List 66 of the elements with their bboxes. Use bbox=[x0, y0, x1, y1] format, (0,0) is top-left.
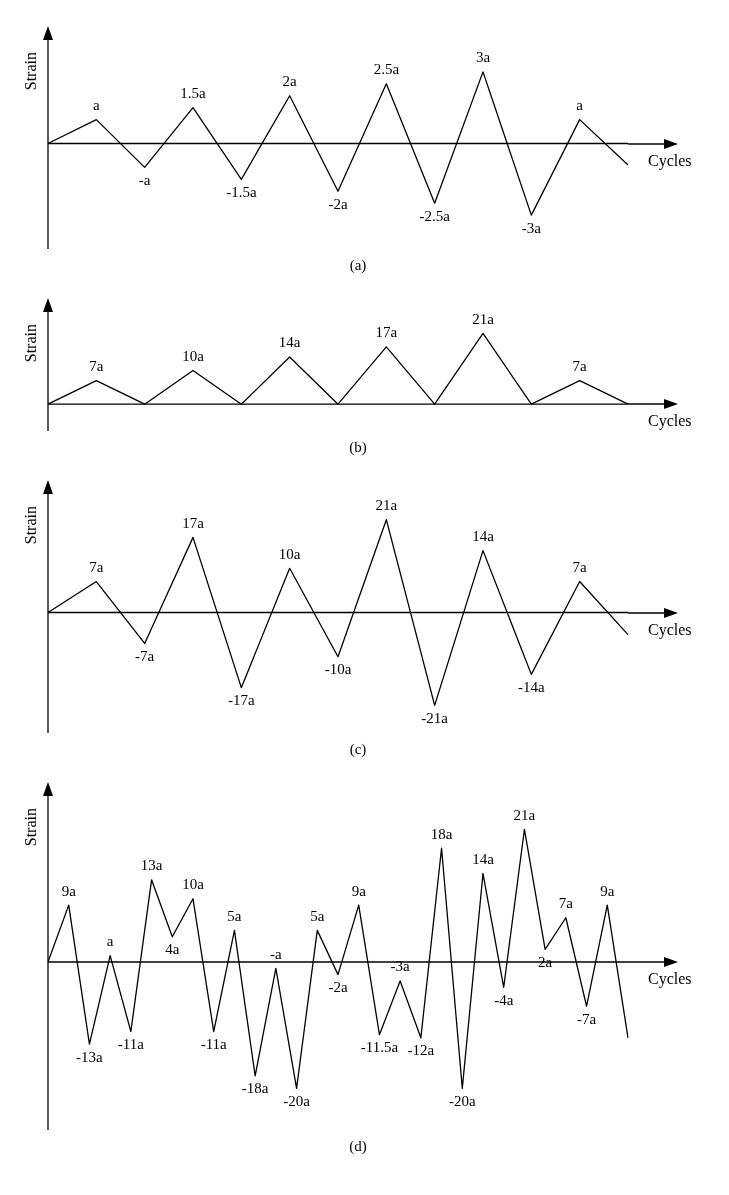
data-label: -17a bbox=[228, 692, 255, 709]
text: (a) bbox=[348, 257, 368, 274]
data-label: 4a bbox=[165, 941, 180, 958]
data-label: 10a bbox=[278, 545, 301, 562]
data-label: 14a bbox=[472, 528, 495, 545]
data-label: -20a bbox=[283, 1092, 311, 1109]
data-label: -1.5a bbox=[226, 183, 257, 200]
data-label: 7a bbox=[572, 559, 588, 575]
data-label: -12a bbox=[407, 1042, 435, 1059]
data-label: 21a bbox=[375, 497, 398, 514]
data-label: -11a bbox=[117, 1035, 145, 1052]
data-label: a bbox=[106, 933, 114, 950]
data-label: 14a bbox=[472, 850, 495, 867]
data-label: 10a bbox=[182, 876, 205, 893]
text: (c) bbox=[348, 741, 368, 758]
data-label: -4a bbox=[494, 991, 514, 1008]
x-axis-title: Cycles bbox=[648, 151, 692, 170]
data-label: -11a bbox=[200, 1035, 228, 1052]
text: (d) bbox=[348, 1138, 368, 1155]
data-label: 13a bbox=[140, 857, 163, 874]
data-label: 2a bbox=[282, 73, 298, 90]
data-label: 7a bbox=[558, 895, 574, 912]
data-label: 9a bbox=[351, 882, 367, 899]
data-label: -14a bbox=[518, 678, 545, 695]
data-label: 5a bbox=[227, 907, 242, 924]
data-label: 7a bbox=[89, 358, 104, 375]
data-label: -a bbox=[270, 945, 283, 962]
data-label: -2a bbox=[328, 979, 348, 996]
data-label: 1.5a bbox=[180, 85, 207, 102]
data-label: 7a bbox=[89, 559, 104, 575]
y-axis-title: Strain bbox=[22, 808, 40, 847]
x-axis-title: Cycles bbox=[648, 620, 692, 639]
data-label: -3a bbox=[390, 958, 411, 975]
data-label: 3a bbox=[475, 49, 491, 66]
data-label: 18a bbox=[430, 825, 453, 842]
data-label: 17a bbox=[375, 324, 398, 341]
data-label: 2.5a bbox=[373, 61, 400, 78]
data-label: -2.5a bbox=[419, 207, 451, 224]
x-axis-title: Cycles bbox=[648, 970, 692, 989]
data-label: -13a bbox=[76, 1048, 104, 1065]
data-label: -7a bbox=[135, 647, 155, 664]
data-label: 9a bbox=[600, 882, 615, 899]
data-label: 17a bbox=[182, 514, 205, 531]
y-axis-title: Strain bbox=[22, 324, 40, 363]
data-label: -a bbox=[138, 171, 151, 188]
x-axis-title: Cycles bbox=[648, 412, 692, 431]
data-label: a bbox=[576, 97, 584, 114]
data-label: -3a bbox=[521, 219, 542, 236]
data-label: 10a bbox=[182, 347, 205, 364]
data-label: 5a bbox=[310, 907, 325, 924]
data-label: 21a bbox=[472, 310, 495, 327]
data-label: -11.5a bbox=[360, 1039, 399, 1056]
data-label: 7a bbox=[572, 358, 588, 375]
data-label: -20a bbox=[448, 1092, 476, 1109]
data-label: -10a bbox=[324, 661, 352, 678]
data-label: -18a bbox=[241, 1080, 269, 1097]
data-label: 21a bbox=[513, 806, 536, 823]
y-axis-title: Strain bbox=[22, 52, 40, 91]
y-axis-title: Strain bbox=[22, 506, 40, 545]
data-label: 9a bbox=[61, 882, 77, 899]
data-label: 14a bbox=[278, 334, 301, 351]
data-label: -7a bbox=[576, 1010, 597, 1027]
text: (b) bbox=[348, 439, 368, 456]
data-label: -2a bbox=[328, 195, 348, 212]
data-label: a bbox=[93, 97, 100, 114]
data-label: -21a bbox=[421, 709, 449, 726]
